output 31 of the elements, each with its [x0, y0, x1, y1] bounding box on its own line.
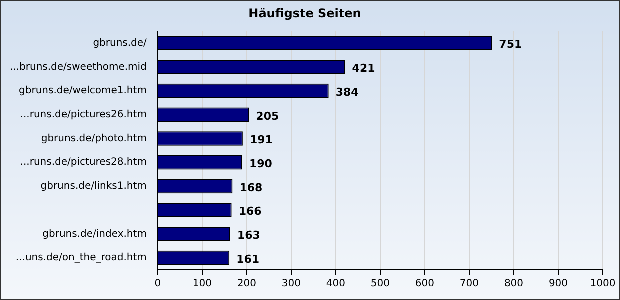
data-label: 166: [238, 205, 262, 218]
data-label: 168: [240, 181, 263, 194]
y-tick-label: gbruns.de/index.htm: [42, 228, 147, 240]
y-tick-label: gbruns.de/welcome1.htm: [19, 86, 147, 97]
chart-title: Häufigste Seiten: [248, 6, 362, 20]
y-tick-label: gbruns.de/: [93, 38, 148, 49]
x-tick-label: 600: [415, 278, 435, 290]
y-tick-label: ...runs.de/pictures28.htm: [20, 157, 147, 168]
data-label: 421: [352, 62, 376, 76]
data-label: 191: [250, 134, 273, 147]
x-tick-label: 500: [370, 278, 390, 290]
x-tick-label: 200: [237, 278, 256, 290]
y-tick-label: ...bruns.de/sweethome.mid: [10, 62, 147, 73]
x-tick-label: 700: [460, 278, 480, 290]
x-tick-label: 1000: [590, 278, 616, 290]
x-tick-label: 300: [282, 278, 302, 290]
data-label: 205: [256, 110, 280, 123]
x-tick-label: 400: [326, 278, 346, 290]
x-tick-label: 100: [192, 278, 212, 290]
y-tick-label: gbruns.de/links1.htm: [40, 181, 147, 192]
data-label: 163: [237, 229, 260, 242]
data-label: 384: [336, 86, 360, 99]
y-tick-label: gbruns.de/photo.htm: [41, 133, 147, 144]
data-label: 751: [499, 38, 522, 52]
data-label: 161: [236, 252, 260, 266]
y-tick-label: ...runs.de/pictures26.htm: [20, 110, 147, 121]
data-label: 190: [250, 157, 273, 170]
x-tick-label: 800: [504, 278, 524, 290]
y-tick-label: ...uns.de/on_the_road.htm: [16, 252, 147, 264]
x-tick-label: 0: [154, 278, 162, 290]
x-tick-label: 900: [548, 278, 568, 290]
